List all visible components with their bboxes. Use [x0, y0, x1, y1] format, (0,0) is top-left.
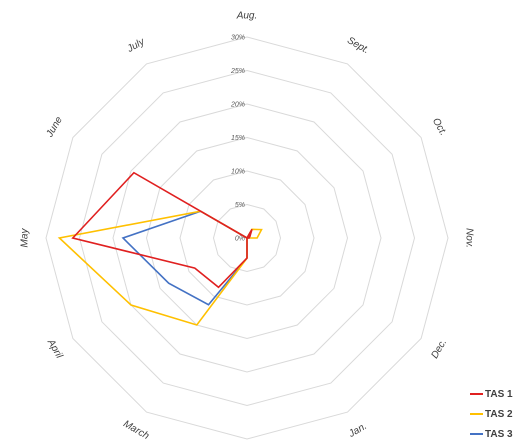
radial-tick-label: 20%	[230, 102, 245, 109]
category-label: Nov.	[464, 228, 475, 248]
series-line-tas-1	[71, 171, 253, 289]
legend-item-tas-1: TAS 1	[470, 384, 521, 404]
category-label: Jan.	[346, 421, 369, 440]
category-label: Dec.	[429, 337, 449, 360]
grid-ring-4	[112, 103, 382, 373]
category-label: July	[125, 36, 148, 55]
radial-tick-label: 15%	[231, 135, 245, 142]
legend-label-tas-3: TAS 3	[485, 428, 513, 440]
legend-swatch-tas-3	[470, 433, 483, 435]
legend-item-tas-2: TAS 2	[470, 404, 521, 424]
series-line-tas-3	[121, 210, 252, 306]
category-label: March	[121, 419, 151, 443]
radial-tick-label: 5%	[235, 202, 245, 209]
legend-label-tas-1: TAS 1	[485, 388, 513, 400]
radial-tick-label: 10%	[231, 169, 245, 176]
legend-swatch-tas-1	[470, 393, 483, 395]
legend-item-tas-3: TAS 3	[470, 424, 521, 444]
legend-swatch-tas-2	[470, 413, 483, 415]
category-label: Oct.	[430, 116, 449, 137]
category-label: May	[20, 228, 31, 248]
radial-tick-label: 0%	[235, 236, 245, 243]
category-label: June	[44, 114, 65, 140]
category-label: Aug.	[236, 11, 258, 22]
grid-ring-6	[45, 36, 449, 440]
radar-grid	[45, 36, 449, 440]
radial-tick-labels: 0% 5% 10% 15% 20% 25% 30%	[230, 35, 245, 243]
legend-label-tas-2: TAS 2	[485, 408, 513, 420]
category-label: April	[44, 337, 64, 361]
category-label: Sept.	[345, 35, 371, 56]
radial-tick-label: 30%	[231, 35, 245, 42]
radial-tick-label: 25%	[230, 68, 245, 75]
series-lines	[57, 171, 263, 326]
grid-ring-5	[78, 69, 416, 407]
category-labels: Aug.Sept.Oct.Nov.Dec.Jan.Feb.MarchAprilM…	[20, 11, 475, 443]
legend: TAS 1 TAS 2 TAS 3	[470, 384, 521, 444]
